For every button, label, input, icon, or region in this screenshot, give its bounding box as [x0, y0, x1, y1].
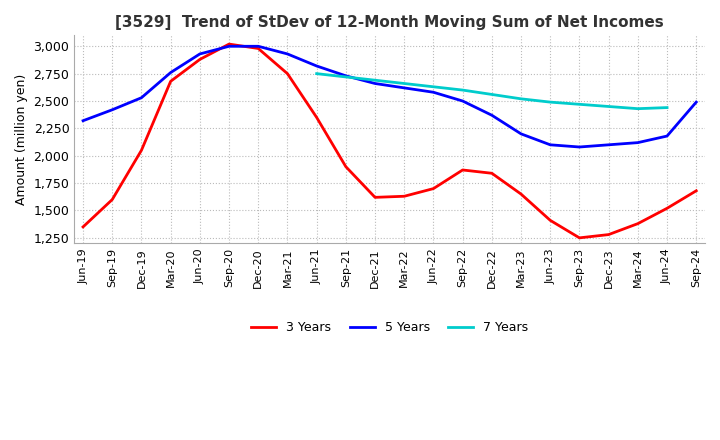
Y-axis label: Amount (million yen): Amount (million yen)	[15, 74, 28, 205]
5 Years	[196, 51, 204, 57]
3 Years	[166, 79, 175, 84]
5 Years	[225, 44, 233, 49]
5 Years	[429, 90, 438, 95]
5 Years	[371, 81, 379, 86]
5 Years	[487, 113, 496, 118]
Line: 7 Years: 7 Years	[317, 73, 667, 109]
5 Years	[108, 107, 117, 112]
7 Years	[662, 105, 671, 110]
7 Years	[400, 81, 408, 86]
5 Years	[546, 142, 554, 147]
5 Years	[78, 118, 87, 123]
3 Years	[225, 41, 233, 47]
3 Years	[604, 232, 613, 237]
7 Years	[341, 74, 350, 80]
Title: [3529]  Trend of StDev of 12-Month Moving Sum of Net Incomes: [3529] Trend of StDev of 12-Month Moving…	[115, 15, 664, 30]
3 Years	[487, 171, 496, 176]
Line: 3 Years: 3 Years	[83, 44, 696, 238]
3 Years	[517, 191, 526, 197]
3 Years	[459, 167, 467, 172]
3 Years	[196, 57, 204, 62]
3 Years	[429, 186, 438, 191]
3 Years	[108, 197, 117, 202]
7 Years	[312, 71, 321, 76]
5 Years	[166, 70, 175, 75]
5 Years	[575, 144, 584, 150]
5 Years	[459, 99, 467, 104]
3 Years	[283, 71, 292, 76]
3 Years	[546, 218, 554, 223]
5 Years	[254, 44, 263, 49]
5 Years	[283, 51, 292, 57]
5 Years	[604, 142, 613, 147]
5 Years	[400, 85, 408, 91]
3 Years	[371, 195, 379, 200]
5 Years	[137, 95, 145, 100]
7 Years	[371, 77, 379, 83]
3 Years	[662, 205, 671, 211]
5 Years	[312, 63, 321, 69]
5 Years	[341, 73, 350, 78]
3 Years	[254, 46, 263, 51]
5 Years	[692, 99, 701, 105]
7 Years	[459, 88, 467, 93]
7 Years	[604, 104, 613, 109]
3 Years	[312, 115, 321, 120]
3 Years	[692, 188, 701, 194]
7 Years	[487, 92, 496, 97]
5 Years	[634, 140, 642, 145]
3 Years	[634, 221, 642, 226]
3 Years	[575, 235, 584, 241]
3 Years	[78, 224, 87, 230]
Line: 5 Years: 5 Years	[83, 46, 696, 147]
3 Years	[400, 194, 408, 199]
7 Years	[546, 99, 554, 105]
3 Years	[137, 148, 145, 153]
5 Years	[662, 133, 671, 139]
7 Years	[634, 106, 642, 111]
7 Years	[517, 96, 526, 102]
3 Years	[341, 164, 350, 169]
7 Years	[575, 102, 584, 107]
Legend: 3 Years, 5 Years, 7 Years: 3 Years, 5 Years, 7 Years	[246, 316, 534, 339]
5 Years	[517, 131, 526, 136]
7 Years	[429, 84, 438, 89]
